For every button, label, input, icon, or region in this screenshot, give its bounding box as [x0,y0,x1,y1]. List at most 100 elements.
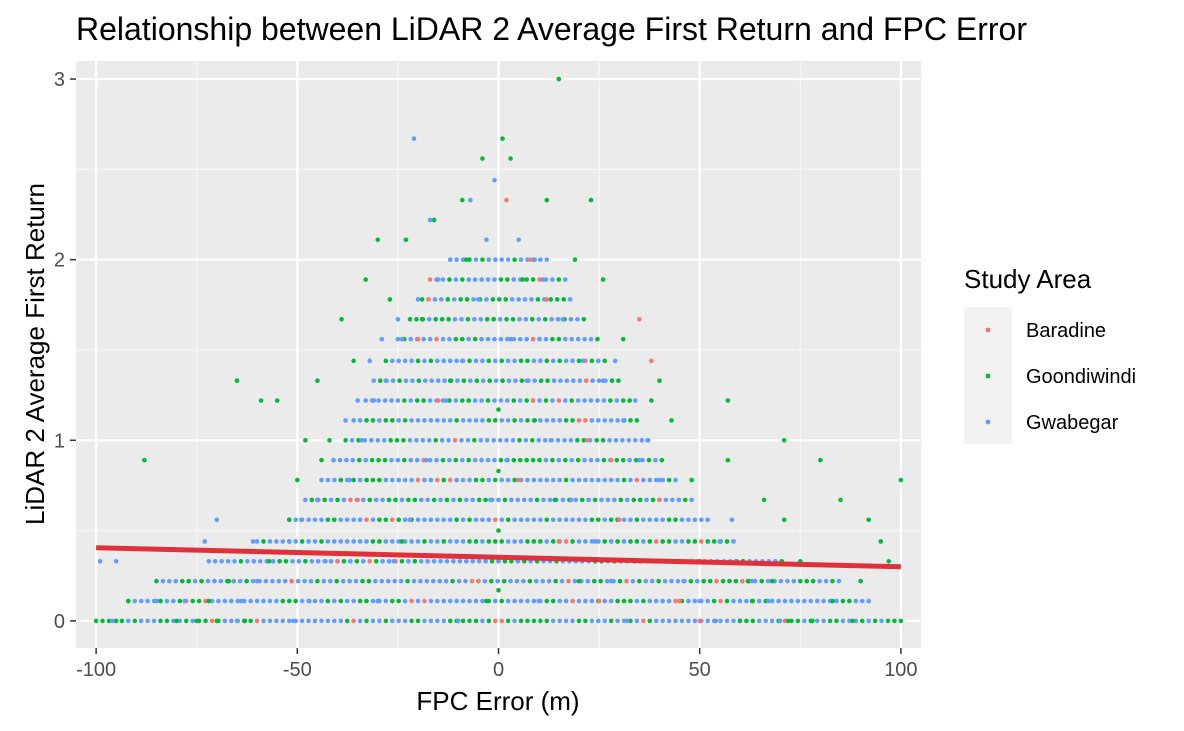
band-point [212,559,218,564]
band-point [641,477,646,483]
band-point [344,539,350,544]
band-point [514,578,520,584]
band-point [394,437,400,443]
point-goondiwindi [500,136,505,141]
band-point [544,517,550,523]
band-point [576,358,582,364]
point-goondiwindi [838,497,843,503]
band-point [467,358,472,364]
band-point [171,598,176,604]
band-point [505,477,511,483]
band-point [686,598,691,604]
band-point [498,336,504,342]
band-point [319,598,324,604]
band-point [351,477,356,483]
band-point [441,517,447,523]
band-point [479,336,484,342]
point-baradine [355,497,360,503]
band-point [699,517,704,523]
point-goondiwindi [399,539,405,544]
band-point [377,517,382,523]
band-point [480,618,485,624]
x-tick-label: 100 [884,659,917,681]
band-point [666,618,672,624]
band-point [595,398,600,403]
band-point [510,437,516,443]
legend-key-goondiwindi [985,373,991,379]
band-point [512,477,517,483]
band-point [356,457,362,463]
band-point [737,598,743,604]
band-point [390,378,396,383]
point-gwabegar [777,618,783,624]
band-point [454,517,459,523]
band-point [518,517,524,523]
band-point [489,559,495,564]
band-point [576,598,582,604]
band-point [459,398,465,403]
band-point [505,539,511,544]
point-goondiwindi [552,497,558,503]
band-point [335,497,340,503]
point-baradine [528,257,533,262]
point-goondiwindi [431,217,437,223]
band-point [196,598,202,604]
band-point [406,497,411,503]
data-points [97,76,904,624]
band-point [389,398,394,403]
point-baradine [544,297,550,302]
point-goondiwindi [327,437,332,443]
band-point [306,517,311,523]
band-point [834,618,839,624]
band-point [653,539,659,544]
band-point [499,257,505,262]
band-point [474,378,480,383]
band-point [550,457,555,463]
band-point [369,457,375,463]
band-point [245,559,250,564]
band-point [325,517,331,523]
band-point [789,618,794,624]
band-point [699,539,704,544]
band-point [582,398,587,403]
point-gwabegar [383,378,389,383]
band-point [500,378,505,383]
point-goondiwindi [303,437,308,443]
band-point [340,578,346,584]
band-point [480,358,485,364]
band-point [435,358,440,364]
band-point [608,418,614,423]
legend-key-gwabegar [985,419,991,425]
band-point [550,598,556,604]
band-point [286,618,292,624]
band-point [459,457,465,463]
band-point [589,539,595,544]
band-point [595,418,601,423]
band-point [583,418,588,423]
point-goondiwindi [174,618,179,624]
band-point [653,598,659,604]
point-goondiwindi [464,257,469,262]
band-point [392,578,397,584]
point-gwabegar [600,378,606,383]
band-point [563,598,569,604]
band-point [267,539,273,544]
band-point [402,539,408,544]
band-point [491,437,496,443]
band-point [447,336,452,342]
band-point [720,578,726,584]
band-point [332,517,337,523]
band-point [492,336,497,342]
point-baradine [616,517,622,523]
point-goondiwindi [886,559,892,564]
band-point [560,497,566,503]
y-axis-ticks: 0 1 2 3 [54,69,76,633]
band-point [634,618,640,624]
band-point [550,398,555,403]
band-point [525,517,530,523]
band-point [443,578,449,584]
band-point [479,457,484,463]
point-baradine [516,477,521,483]
band-point [511,277,517,282]
band-point [370,517,376,523]
